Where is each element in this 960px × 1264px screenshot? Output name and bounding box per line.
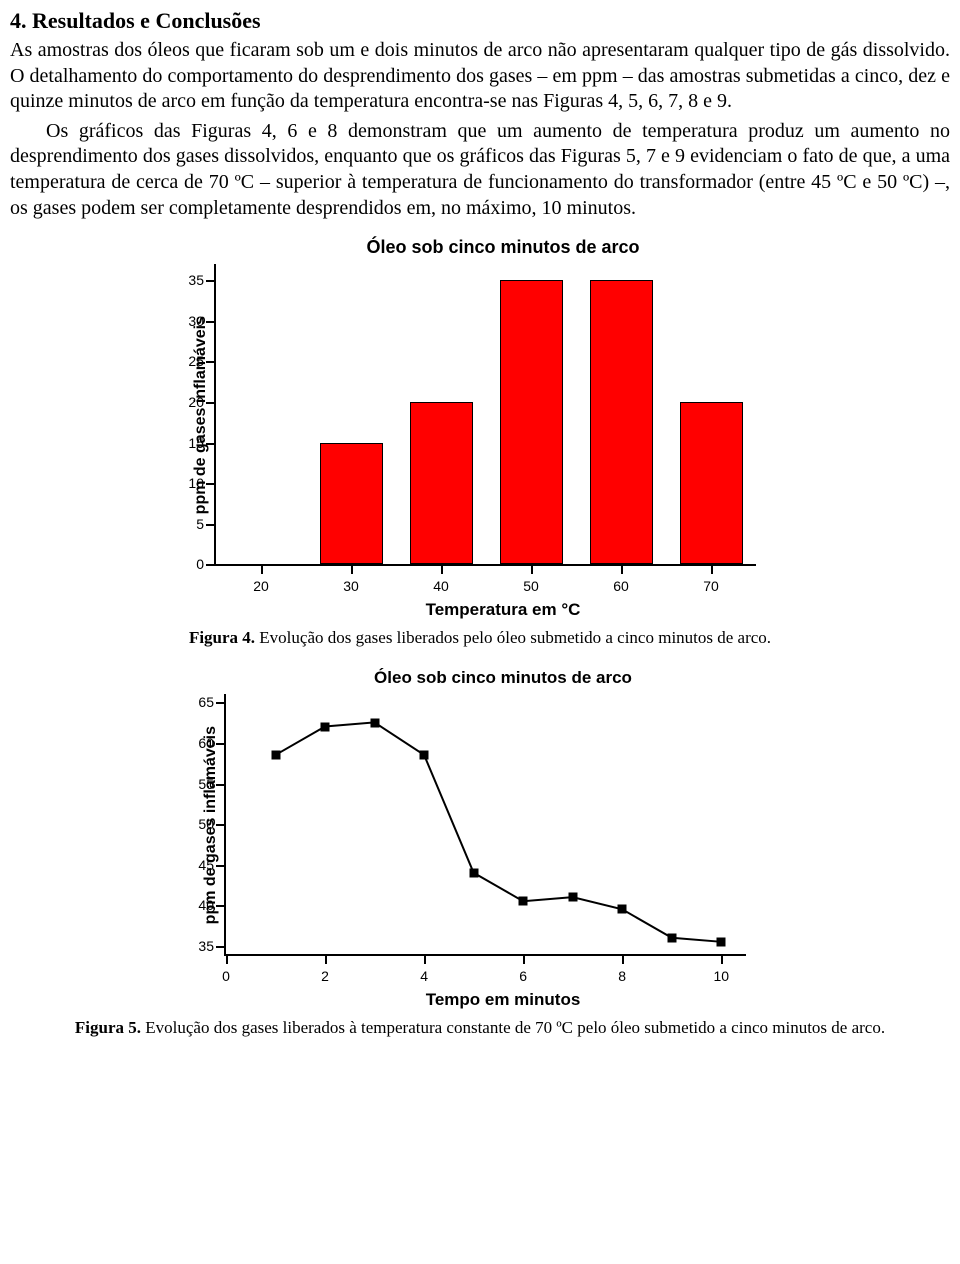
chart1-xtick [351, 564, 353, 574]
chart2-marker [321, 722, 330, 731]
chart2-ytick [216, 865, 226, 867]
chart1-xtick [531, 564, 533, 574]
chart2-marker [717, 937, 726, 946]
chart2-ytick-label: 50 [184, 816, 214, 832]
chart2-marker [370, 718, 379, 727]
chart2-ytick-label: 35 [184, 938, 214, 954]
figure-5-chart: Óleo sob cinco minutos de arco ppm de ga… [196, 662, 764, 1014]
paragraph-1: As amostras dos óleos que ficaram sob um… [10, 38, 950, 115]
chart1-xtick-label: 20 [253, 578, 269, 594]
chart1-xtick-label: 70 [703, 578, 719, 594]
chart2-marker [420, 751, 429, 760]
chart2-plot-area: 354045505560650246810 [224, 694, 746, 956]
chart2-ytick [216, 702, 226, 704]
chart2-xtick-label: 4 [420, 968, 428, 984]
chart1-bar [590, 280, 653, 564]
chart1-ytick-label: 10 [174, 475, 204, 491]
chart1-xtick-label: 30 [343, 578, 359, 594]
figure-5-caption: Figura 5. Evolução dos gases liberados à… [10, 1018, 950, 1038]
chart1-ytick-label: 25 [174, 353, 204, 369]
chart2-ytick-label: 60 [184, 735, 214, 751]
paragraph-2: Os gráficos das Figuras 4, 6 e 8 demonst… [10, 119, 950, 221]
chart1-bar [320, 443, 383, 565]
chart2-xtick [622, 954, 624, 964]
chart1-ytick [206, 321, 216, 323]
chart2-marker [618, 905, 627, 914]
chart2-xtick-label: 2 [321, 968, 329, 984]
chart2-ytick [216, 743, 226, 745]
chart2-line [276, 723, 722, 942]
chart1-ytick [206, 443, 216, 445]
figure-4: Óleo sob cinco minutos de arco ppm de ga… [10, 231, 950, 648]
figure-5-caption-bold: Figura 5. [75, 1018, 141, 1037]
chart2-ytick-label: 40 [184, 897, 214, 913]
chart1-ytick [206, 524, 216, 526]
chart1-ytick-label: 30 [174, 313, 204, 329]
chart2-xtick-label: 10 [713, 968, 729, 984]
chart2-xtick [523, 954, 525, 964]
figure-5-caption-text: Evolução dos gases liberados à temperatu… [141, 1018, 885, 1037]
figure-4-chart: Óleo sob cinco minutos de arco ppm de ga… [186, 231, 774, 624]
figure-4-caption: Figura 4. Evolução dos gases liberados p… [10, 628, 950, 648]
chart2-marker [271, 751, 280, 760]
chart2-marker [667, 933, 676, 942]
chart1-xtick [441, 564, 443, 574]
chart2-title: Óleo sob cinco minutos de arco [260, 668, 746, 688]
chart1-title: Óleo sob cinco minutos de arco [250, 237, 756, 258]
chart2-xtick [424, 954, 426, 964]
chart2-ytick [216, 824, 226, 826]
chart1-plot-area: 05101520253035203040506070 [214, 264, 756, 566]
chart1-bar [680, 402, 743, 564]
chart1-ytick-label: 35 [174, 272, 204, 288]
chart1-bar [500, 280, 563, 564]
chart2-xtick-label: 6 [519, 968, 527, 984]
chart1-xtick [711, 564, 713, 574]
chart1-xtick [261, 564, 263, 574]
chart2-marker [519, 897, 528, 906]
chart1-ytick [206, 402, 216, 404]
chart1-ytick [206, 361, 216, 363]
chart2-xtick [721, 954, 723, 964]
chart1-xtick-label: 40 [433, 578, 449, 594]
chart1-ytick-label: 5 [174, 516, 204, 532]
chart2-xtick [325, 954, 327, 964]
chart2-xtick-label: 0 [222, 968, 230, 984]
chart1-ytick-label: 20 [174, 394, 204, 410]
chart2-ytick-label: 45 [184, 857, 214, 873]
chart1-xtick [621, 564, 623, 574]
chart2-ytick [216, 946, 226, 948]
chart2-xtick [226, 954, 228, 964]
chart1-ytick-label: 15 [174, 435, 204, 451]
chart1-xtick-label: 60 [613, 578, 629, 594]
chart2-line-layer [226, 694, 746, 954]
chart1-bar [410, 402, 473, 564]
chart1-ytick [206, 280, 216, 282]
chart2-ytick-label: 65 [184, 694, 214, 710]
section-title: 4. Resultados e Conclusões [10, 8, 950, 34]
chart2-marker [469, 868, 478, 877]
chart1-ytick [206, 564, 216, 566]
chart2-ytick [216, 784, 226, 786]
chart2-xlabel: Tempo em minutos [260, 990, 746, 1010]
chart1-xtick-label: 50 [523, 578, 539, 594]
chart1-xlabel: Temperatura em °C [250, 600, 756, 620]
chart2-ytick-label: 55 [184, 776, 214, 792]
chart1-ytick [206, 483, 216, 485]
chart2-ytick [216, 905, 226, 907]
figure-4-caption-text: Evolução dos gases liberados pelo óleo s… [255, 628, 771, 647]
figure-5: Óleo sob cinco minutos de arco ppm de ga… [10, 662, 950, 1038]
chart2-marker [568, 893, 577, 902]
figure-4-caption-bold: Figura 4. [189, 628, 255, 647]
chart1-ytick-label: 0 [174, 556, 204, 572]
chart2-xtick-label: 8 [618, 968, 626, 984]
